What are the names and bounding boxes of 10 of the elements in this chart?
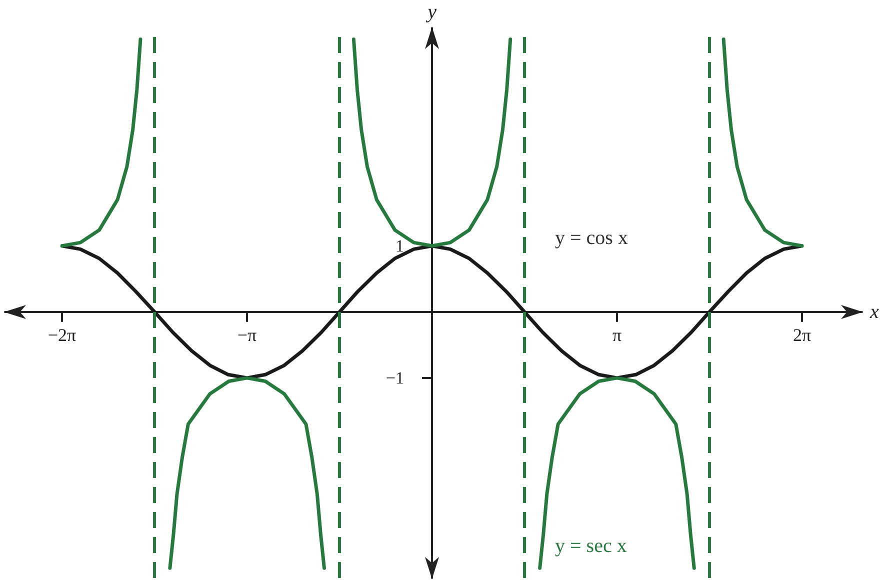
series-label: y = sec x [555,535,627,557]
x-tick-label: −π [237,324,257,345]
x-tick-label: 2π [793,324,812,345]
x-tick-label: −2π [48,324,76,345]
y-tick-label: 1 [396,236,404,256]
text: y = cos x [555,227,628,249]
y-tick-label: −1 [386,368,404,388]
y-axis-title: y [426,1,437,23]
x-tick-label: π [612,324,622,345]
x-axis-title: x [869,300,879,323]
